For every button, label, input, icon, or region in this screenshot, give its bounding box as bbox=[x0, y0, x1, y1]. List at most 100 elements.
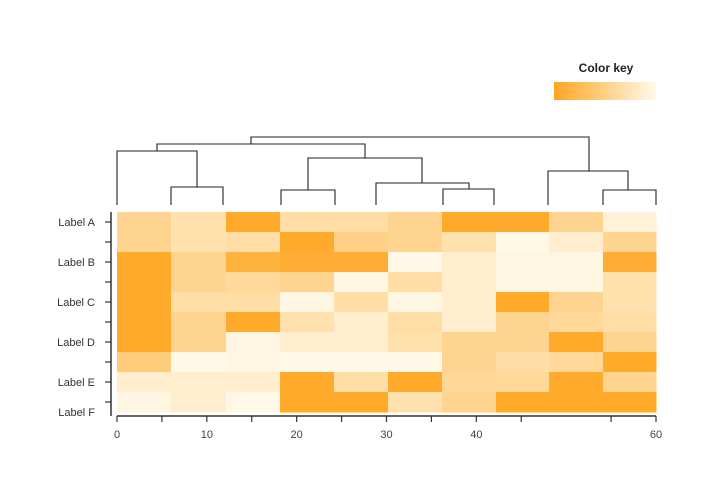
heatmap-cell bbox=[171, 372, 227, 393]
color-key-gradient bbox=[554, 82, 656, 100]
heatmap-cell bbox=[226, 372, 281, 393]
row-label: Label E bbox=[58, 377, 95, 389]
color-key-title: Color key bbox=[579, 61, 634, 75]
heatmap-cell bbox=[442, 372, 497, 393]
heatmap-cell bbox=[496, 352, 550, 373]
heatmap-cell bbox=[388, 212, 443, 233]
heatmap-cell bbox=[280, 212, 335, 233]
heatmap-cell bbox=[603, 212, 657, 233]
dendrogram-link bbox=[170, 186, 224, 205]
heatmap-cell bbox=[549, 352, 604, 373]
heatmap-cell bbox=[117, 312, 172, 333]
heatmap-cell bbox=[117, 232, 172, 253]
heatmap-cell bbox=[603, 252, 657, 273]
x-tick-label: 10 bbox=[201, 429, 213, 441]
heatmap-cell bbox=[171, 352, 227, 373]
heatmap-cell bbox=[496, 392, 550, 413]
heatmap-cell bbox=[280, 232, 335, 253]
heatmap-cell bbox=[603, 272, 657, 293]
heatmap-cell bbox=[280, 332, 335, 353]
heatmap-cell bbox=[496, 372, 550, 393]
heatmap-cell bbox=[549, 292, 604, 313]
heatmap-cell bbox=[442, 352, 497, 373]
heatmap-cell bbox=[603, 332, 657, 353]
heatmap-cell bbox=[549, 312, 604, 333]
x-tick-label: 30 bbox=[380, 429, 392, 441]
heatmap-cell bbox=[334, 372, 389, 393]
heatmap-cell bbox=[334, 272, 389, 293]
heatmap-cell bbox=[117, 272, 172, 293]
heatmap-cell bbox=[226, 332, 281, 353]
dendrogram-link bbox=[156, 143, 366, 158]
heatmap-cell bbox=[226, 252, 281, 273]
heatmap-cell bbox=[334, 252, 389, 273]
dendrogram-link bbox=[442, 188, 495, 205]
heatmap-cell bbox=[226, 292, 281, 313]
x-tick-label: 40 bbox=[470, 429, 482, 441]
heatmap-cell bbox=[496, 332, 550, 353]
heatmap-cell bbox=[388, 392, 443, 413]
dendrogram-link bbox=[602, 189, 657, 205]
heatmap-cell bbox=[603, 372, 657, 393]
row-label: Label A bbox=[58, 217, 95, 229]
heatmap-cell bbox=[442, 272, 497, 293]
row-label: Label B bbox=[58, 257, 95, 269]
heatmap-cell bbox=[171, 332, 227, 353]
heatmap-cell bbox=[603, 292, 657, 313]
heatmap-cell bbox=[117, 212, 172, 233]
heatmap-cell bbox=[280, 292, 335, 313]
heatmap-cell bbox=[388, 312, 443, 333]
heatmap-cell bbox=[603, 392, 657, 413]
heatmap-cell bbox=[334, 312, 389, 333]
heatmap-cell bbox=[496, 312, 550, 333]
heatmap-cell bbox=[388, 252, 443, 273]
heatmap-cell bbox=[117, 252, 172, 273]
dendrogram-link bbox=[307, 157, 423, 190]
dendrogram-link bbox=[250, 136, 590, 171]
heatmap-cell bbox=[334, 292, 389, 313]
heatmap-cell bbox=[442, 312, 497, 333]
heatmap-cell bbox=[388, 372, 443, 393]
row-label: Label C bbox=[57, 297, 95, 309]
heatmap-cell bbox=[496, 252, 550, 273]
heatmap-cell bbox=[334, 352, 389, 373]
heatmap-cell bbox=[171, 292, 227, 313]
heatmap-cell bbox=[496, 232, 550, 253]
color-key: Color key bbox=[554, 61, 656, 100]
heatmap-cell bbox=[171, 392, 227, 413]
heatmap-cell bbox=[280, 272, 335, 293]
dendrogram-link bbox=[116, 150, 198, 205]
heatmap-cell bbox=[549, 372, 604, 393]
heatmap-cell bbox=[334, 332, 389, 353]
heatmap-cell bbox=[442, 232, 497, 253]
heatmap-cell bbox=[549, 332, 604, 353]
heatmap-cell bbox=[496, 212, 550, 233]
heatmap-cell bbox=[117, 352, 172, 373]
heatmap-cell bbox=[549, 272, 604, 293]
heatmap-cell bbox=[117, 292, 172, 313]
heatmap-cell bbox=[442, 292, 497, 313]
heatmap-cell bbox=[603, 232, 657, 253]
row-label: Label D bbox=[57, 337, 95, 349]
heatmap-cell bbox=[334, 392, 389, 413]
heatmap-cell bbox=[171, 232, 227, 253]
heatmap-cell bbox=[549, 232, 604, 253]
axes: 0 10 20 30 40 60 Label A Label B Label C Label D L… bbox=[57, 212, 662, 441]
row-label: Label F bbox=[58, 407, 95, 419]
dendrogram-link bbox=[280, 189, 336, 205]
heatmap-cell bbox=[226, 232, 281, 253]
heatmap-cell bbox=[280, 312, 335, 333]
heatmap-cell bbox=[280, 372, 335, 393]
heatmap-cell bbox=[442, 252, 497, 273]
x-tick-label: 20 bbox=[291, 429, 303, 441]
heatmap-cell bbox=[226, 392, 281, 413]
heatmap-cell bbox=[603, 312, 657, 333]
dendrogram-link bbox=[375, 182, 470, 205]
heatmap-cell bbox=[171, 312, 227, 333]
heatmap-cell bbox=[171, 252, 227, 273]
heatmap-cell bbox=[388, 232, 443, 253]
heatmap-cell bbox=[226, 312, 281, 333]
heatmap-cell bbox=[496, 292, 550, 313]
x-tick-label: 0 bbox=[114, 429, 120, 441]
heatmap-cell bbox=[280, 352, 335, 373]
